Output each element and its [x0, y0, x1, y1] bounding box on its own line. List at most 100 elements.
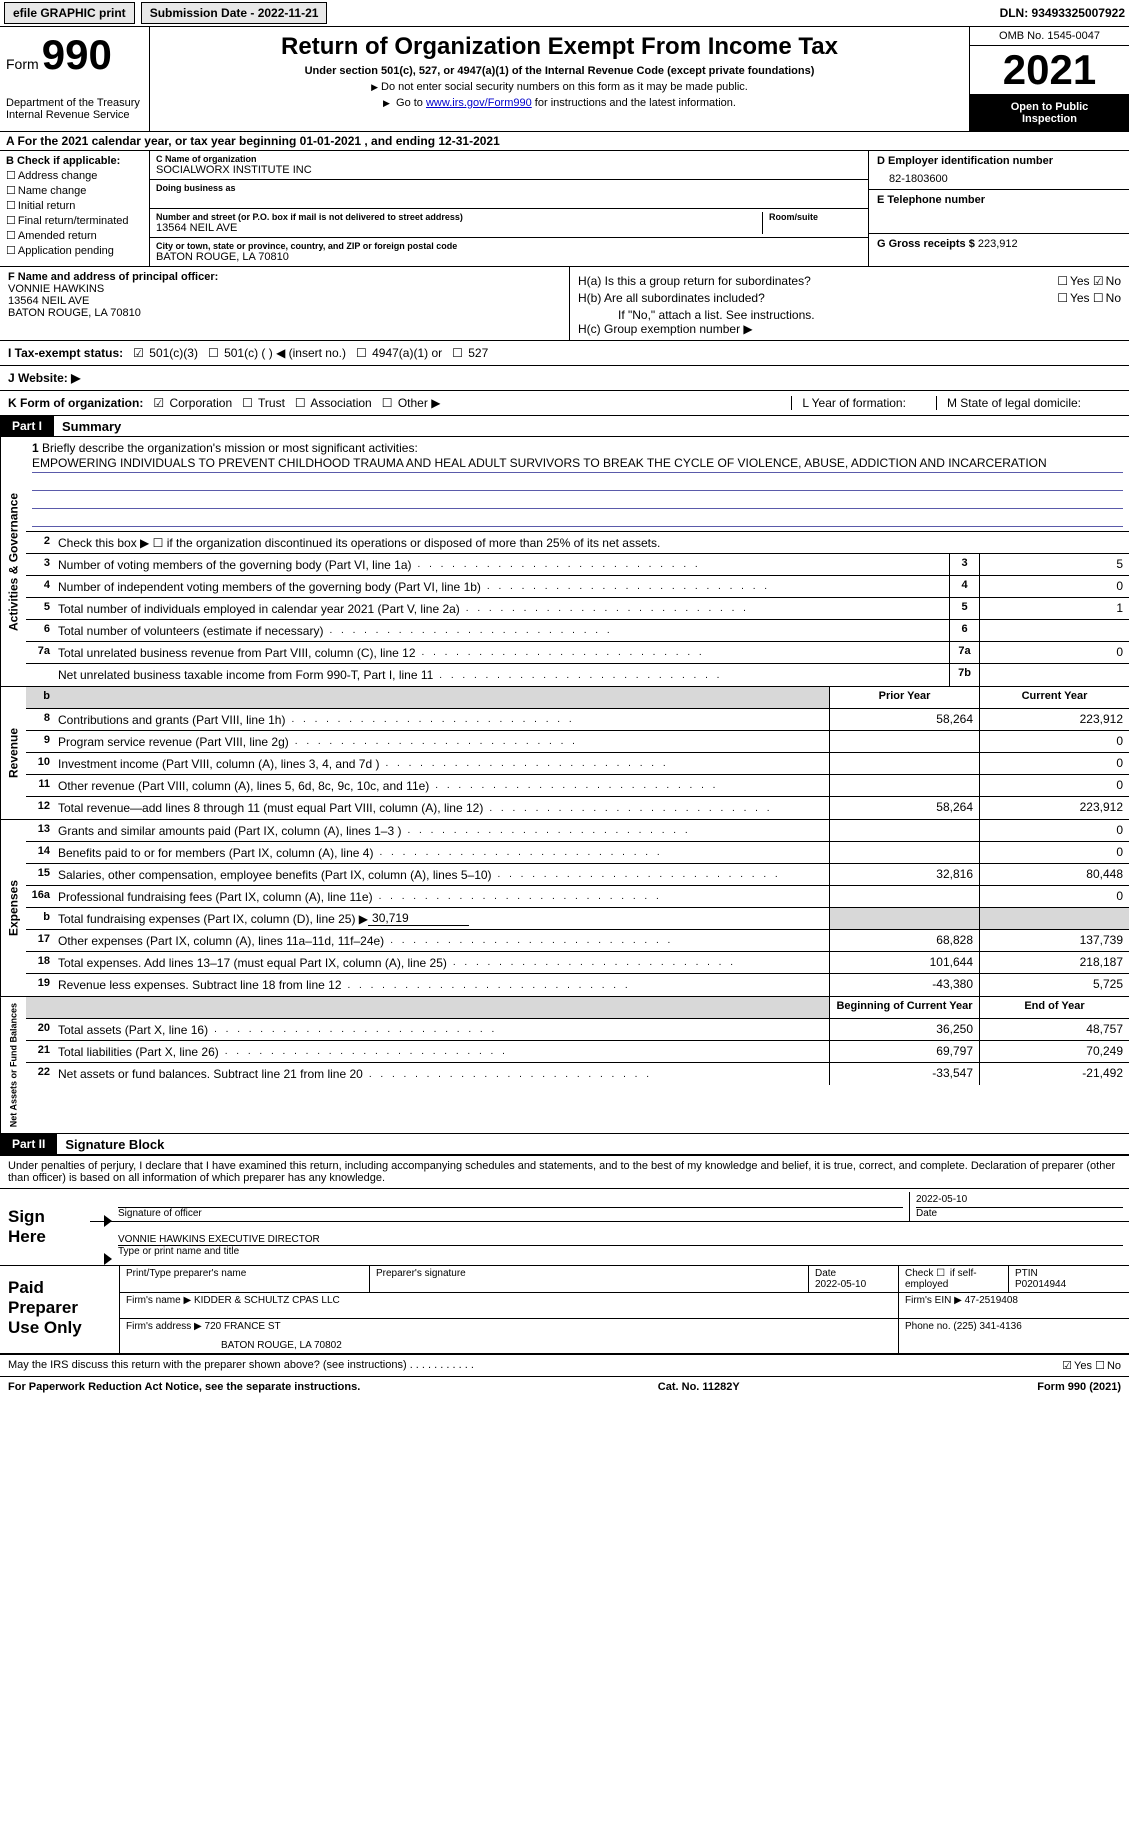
- row-k-form-org: K Form of organization: Corporation Trus…: [0, 391, 1129, 416]
- l5: Total number of individuals employed in …: [54, 598, 949, 619]
- dba-label: Doing business as: [156, 183, 862, 193]
- p16a: [829, 886, 979, 907]
- hb-no[interactable]: [1093, 291, 1106, 305]
- l14: Benefits paid to or for members (Part IX…: [54, 842, 829, 863]
- chk-4947[interactable]: [356, 346, 369, 360]
- line1-mission: 1 Briefly describe the organization's mi…: [26, 437, 1129, 532]
- hb-note: If "No," attach a list. See instructions…: [578, 308, 1121, 322]
- phone-label: E Telephone number: [877, 194, 1121, 206]
- declaration-text: Under penalties of perjury, I declare th…: [0, 1155, 1129, 1189]
- form-header: Form 990 Department of the Treasury Inte…: [0, 27, 1129, 132]
- hc-label: H(c) Group exemption number ▶: [578, 322, 1121, 336]
- side-exp: Expenses: [0, 820, 26, 996]
- p8: 58,264: [829, 709, 979, 730]
- p9: [829, 731, 979, 752]
- chk-527[interactable]: [452, 346, 465, 360]
- chk-application-pending[interactable]: [6, 245, 18, 257]
- b21: 69,797: [829, 1041, 979, 1062]
- org-name: SOCIALWORX INSTITUTE INC: [156, 164, 862, 176]
- chk-amended-return[interactable]: [6, 230, 18, 242]
- activities-governance-section: Activities & Governance 1 Briefly descri…: [0, 437, 1129, 687]
- ha-no[interactable]: [1093, 274, 1106, 288]
- l22: Net assets or fund balances. Subtract li…: [54, 1063, 829, 1085]
- irs-link[interactable]: www.irs.gov/Form990: [426, 97, 532, 109]
- p13: [829, 820, 979, 841]
- form-title-block: Return of Organization Exempt From Incom…: [150, 27, 969, 131]
- l3: Number of voting members of the governin…: [54, 554, 949, 575]
- chk-501c[interactable]: [208, 346, 221, 360]
- chk-initial-return[interactable]: [6, 200, 18, 212]
- p11: [829, 775, 979, 796]
- v3: 5: [979, 554, 1129, 575]
- p17: 68,828: [829, 930, 979, 951]
- p14: [829, 842, 979, 863]
- k-label: K Form of organization:: [8, 396, 143, 410]
- side-net: Net Assets or Fund Balances: [0, 997, 26, 1133]
- l19: Revenue less expenses. Subtract line 18 …: [54, 974, 829, 996]
- form-title: Return of Organization Exempt From Incom…: [160, 33, 959, 61]
- expenses-section: Expenses 13Grants and similar amounts pa…: [0, 820, 1129, 997]
- v4: 0: [979, 576, 1129, 597]
- p18: 101,644: [829, 952, 979, 973]
- col-d-ein: D Employer identification number 82-1803…: [869, 151, 1129, 266]
- chk-other[interactable]: [382, 396, 395, 410]
- cat-no: Cat. No. 11282Y: [658, 1381, 740, 1393]
- v5: 1: [979, 598, 1129, 619]
- submission-date: Submission Date - 2022-11-21: [141, 2, 328, 24]
- ein-value: 82-1803600: [877, 167, 1121, 185]
- row-i-tax-status: I Tax-exempt status: 501(c)(3) 501(c) ( …: [0, 341, 1129, 366]
- part1-header: Part I Summary: [0, 416, 1129, 437]
- l-year-formation: L Year of formation:: [791, 396, 906, 410]
- ha-label: H(a) Is this a group return for subordin…: [578, 274, 811, 288]
- officer-label: F Name and address of principal officer:: [8, 271, 561, 283]
- chk-assoc[interactable]: [295, 396, 308, 410]
- hdr-end: End of Year: [979, 997, 1129, 1018]
- officer-signature-line: Signature of officer: [104, 1189, 909, 1221]
- col-c-org-info: C Name of organization SOCIALWORX INSTIT…: [150, 151, 869, 266]
- prep-sig-hdr: Preparer's signature: [370, 1266, 809, 1292]
- header-right: OMB No. 1545-0047 2021 Open to Public In…: [969, 27, 1129, 131]
- part2-header: Part II Signature Block: [0, 1134, 1129, 1155]
- section-bcd: B Check if applicable: Address change Na…: [0, 151, 1129, 267]
- c11: 0: [979, 775, 1129, 796]
- dln: DLN: 93493325007922: [1000, 6, 1125, 20]
- form-number-block: Form 990 Department of the Treasury Inte…: [0, 27, 150, 131]
- hb-yes[interactable]: [1057, 291, 1070, 305]
- l7a: Total unrelated business revenue from Pa…: [54, 642, 949, 663]
- chk-address-change[interactable]: [6, 170, 18, 182]
- l12: Total revenue—add lines 8 through 11 (mu…: [54, 797, 829, 819]
- dept-treasury: Department of the Treasury: [6, 97, 143, 109]
- chk-self-employed[interactable]: [936, 1268, 947, 1279]
- discuss-yes[interactable]: [1062, 1360, 1074, 1372]
- c19: 5,725: [979, 974, 1129, 996]
- part1-num: Part I: [0, 416, 54, 436]
- c13: 0: [979, 820, 1129, 841]
- l17: Other expenses (Part IX, column (A), lin…: [54, 930, 829, 951]
- prep-ptin: PTINP02014944: [1009, 1266, 1129, 1292]
- paid-preparer-block: Paid Preparer Use Only Print/Type prepar…: [0, 1266, 1129, 1354]
- discuss-no[interactable]: [1095, 1360, 1107, 1372]
- tax-year: 2021: [970, 46, 1129, 95]
- sign-here-label: Sign Here: [0, 1189, 90, 1265]
- hb-label: H(b) Are all subordinates included?: [578, 291, 765, 305]
- chk-trust[interactable]: [242, 396, 255, 410]
- l18: Total expenses. Add lines 13–17 (must eq…: [54, 952, 829, 973]
- chk-name-change[interactable]: [6, 185, 18, 197]
- sign-here-block: Sign Here Signature of officer 2022-05-1…: [0, 1189, 1129, 1266]
- chk-501c3[interactable]: [133, 346, 146, 360]
- b22: -33,547: [829, 1063, 979, 1085]
- form-page-label: Form 990 (2021): [1037, 1381, 1121, 1393]
- firm-ein-cell: Firm's EIN ▶ 47-2519408: [899, 1293, 1129, 1318]
- col-b-title: B Check if applicable:: [6, 155, 143, 167]
- e22: -21,492: [979, 1063, 1129, 1085]
- side-gov: Activities & Governance: [0, 437, 26, 686]
- c10: 0: [979, 753, 1129, 774]
- chk-final-return[interactable]: [6, 215, 18, 227]
- l10: Investment income (Part VIII, column (A)…: [54, 753, 829, 774]
- chk-corp[interactable]: [153, 396, 166, 410]
- efile-print-button[interactable]: efile GRAPHIC print: [4, 2, 135, 24]
- ha-yes[interactable]: [1057, 274, 1070, 288]
- l21: Total liabilities (Part X, line 26): [54, 1041, 829, 1062]
- l8: Contributions and grants (Part VIII, lin…: [54, 709, 829, 730]
- l13: Grants and similar amounts paid (Part IX…: [54, 820, 829, 841]
